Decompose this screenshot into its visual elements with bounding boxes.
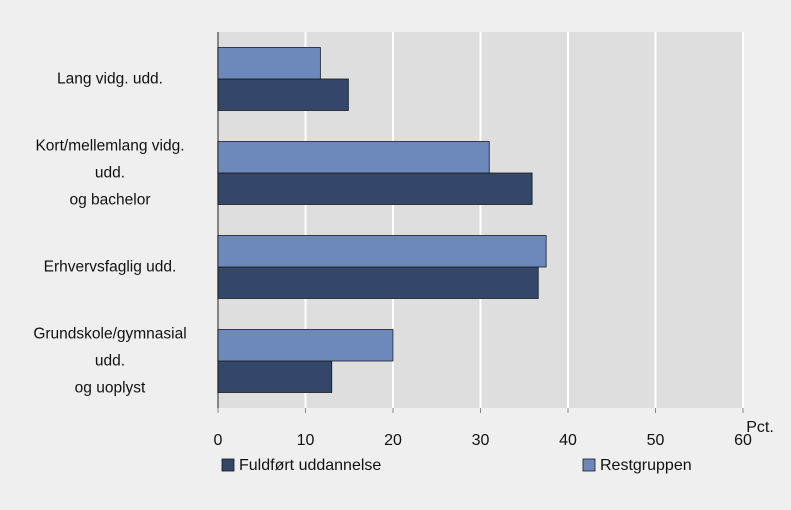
x-tick-label: 0 (214, 432, 223, 449)
bar (217, 172, 533, 205)
x-tick-label: 20 (384, 432, 402, 449)
bar (217, 329, 394, 362)
legend-swatch (221, 458, 235, 472)
y-tick-label: Erhvervsfaglig udd. (43, 258, 177, 276)
x-axis-label: Pct. (746, 419, 774, 436)
x-tick-label: 10 (297, 432, 315, 449)
legend-label: Fuldført uddannelse (239, 457, 381, 474)
bar (217, 266, 539, 299)
legend-label: Restgruppen (600, 457, 692, 474)
x-tick-label: 30 (472, 432, 490, 449)
bar (217, 235, 547, 268)
y-tick-label: Kort/mellemlang vidg. udd. og bachelor (35, 137, 185, 209)
bar (217, 141, 490, 174)
bar (217, 47, 321, 80)
y-tick-label: Lang vidg. udd. (56, 70, 163, 88)
x-tick-label: 50 (647, 432, 665, 449)
bar (217, 78, 349, 111)
bar (217, 360, 333, 393)
x-tick-label: 40 (559, 432, 577, 449)
x-tick-label: 60 (734, 432, 752, 449)
y-tick-label: Grundskole/gymnasial udd. og uoplyst (33, 325, 187, 397)
legend-swatch (582, 458, 596, 472)
